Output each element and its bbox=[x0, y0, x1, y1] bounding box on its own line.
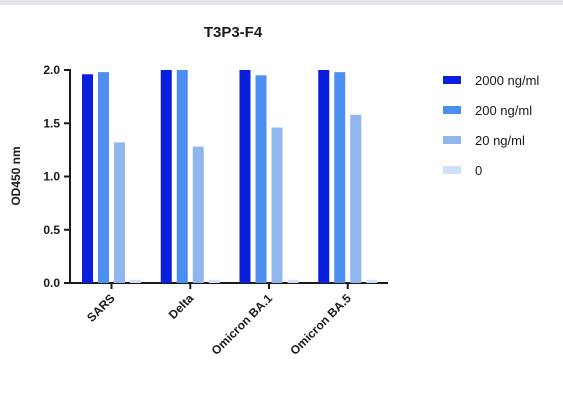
legend-swatch bbox=[443, 136, 461, 144]
y-tick-label: 0.5 bbox=[43, 223, 60, 237]
legend-label: 20 ng/ml bbox=[475, 133, 525, 148]
bars-group bbox=[82, 70, 378, 283]
bar bbox=[239, 70, 251, 283]
y-axis-label: OD450 nm bbox=[9, 146, 23, 205]
y-tick-label: 1.0 bbox=[43, 170, 60, 184]
bar bbox=[208, 279, 220, 283]
legend-swatch bbox=[443, 76, 461, 84]
bar bbox=[192, 146, 204, 283]
bar bbox=[318, 70, 330, 283]
x-tick-label: SARS bbox=[84, 291, 117, 324]
y-tick-label: 0.0 bbox=[43, 276, 60, 290]
bar bbox=[82, 74, 93, 283]
chart-title: T3P3-F4 bbox=[204, 24, 263, 41]
bar bbox=[98, 72, 109, 283]
legend: 2000 ng/ml 200 ng/ml 20 ng/ml 0 bbox=[443, 73, 539, 178]
top-border bbox=[0, 0, 563, 5]
bar bbox=[255, 75, 267, 283]
y-tick-label: 1.5 bbox=[43, 116, 60, 130]
bar bbox=[114, 142, 125, 283]
bar bbox=[366, 279, 378, 283]
x-tick-label: Omicron BA.5 bbox=[287, 291, 354, 358]
x-tick-label: Omicron BA.1 bbox=[209, 291, 276, 358]
bar bbox=[130, 279, 141, 283]
legend-label: 0 bbox=[475, 163, 482, 178]
bar bbox=[350, 114, 362, 283]
bar bbox=[287, 279, 299, 283]
legend-label: 2000 ng/ml bbox=[475, 73, 539, 88]
bar bbox=[271, 127, 283, 283]
bar bbox=[160, 70, 172, 283]
legend-swatch bbox=[443, 166, 461, 174]
legend-label: 200 ng/ml bbox=[475, 103, 532, 118]
bar bbox=[334, 72, 346, 283]
x-tick-label: Delta bbox=[166, 291, 197, 322]
legend-swatch bbox=[443, 106, 461, 114]
y-tick-label: 2.0 bbox=[43, 63, 60, 77]
bar bbox=[176, 70, 188, 283]
